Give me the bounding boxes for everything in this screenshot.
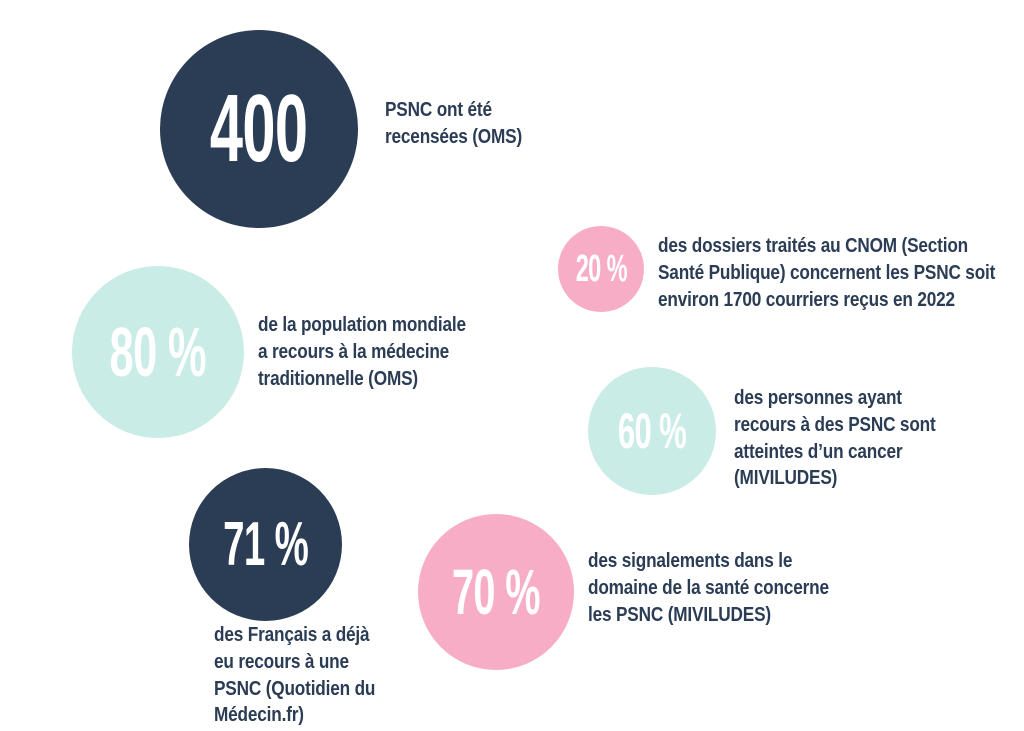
stat-label-60: des personnes ayant recours à des PSNC s… <box>734 387 936 490</box>
stat-label-70: des signalements dans le domaine de la s… <box>588 550 829 626</box>
stat-value-400: 400 <box>210 75 308 182</box>
stat-value-80: 80 % <box>109 313 207 391</box>
stat-value-20: 20 % <box>575 248 627 290</box>
stat-circle-80: 80 % <box>72 266 244 438</box>
stat-label-20: des dossiers traités au CNOM (Section Sa… <box>658 235 996 311</box>
stat-circle-400: 400 <box>160 30 358 228</box>
stat-circle-71: 71 % <box>189 468 342 621</box>
stat-circle-70: 70 % <box>418 514 574 670</box>
stat-circle-60: 60 % <box>588 367 716 495</box>
stat-label-80: de la population mondiale a recours à la… <box>258 314 466 390</box>
stat-label-71: des Français a déjà eu recours à une PSN… <box>214 624 376 727</box>
stat-value-71: 71 % <box>222 509 309 579</box>
stat-circle-20: 20 % <box>558 226 644 312</box>
stat-value-60: 60 % <box>617 403 687 459</box>
stat-value-70: 70 % <box>452 556 541 628</box>
stat-label-400: PSNC ont été recensées (OMS) <box>385 99 522 148</box>
